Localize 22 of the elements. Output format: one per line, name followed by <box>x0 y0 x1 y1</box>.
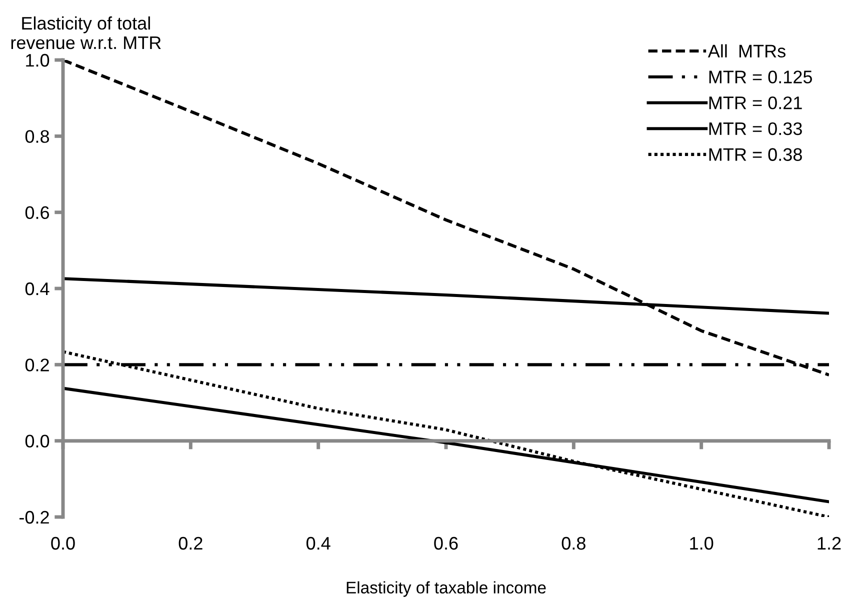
legend-label: All MTRs <box>708 44 786 58</box>
x-tick-label: 0.2 <box>178 536 202 550</box>
line-series <box>63 60 829 376</box>
y-tick-label: 0.2 <box>25 358 49 372</box>
x-axis-title: Elasticity of taxable income <box>346 581 546 597</box>
x-tick-label: 0.6 <box>434 536 458 550</box>
legend-label: MTR = 0.38 <box>709 148 802 161</box>
y-tick-label: 0.6 <box>25 206 50 220</box>
y-tick-label: -0.2 <box>20 510 49 524</box>
y-axis-title: Elasticity of total revenue w.r.t. MTR <box>11 16 161 50</box>
y-tick-label: 0.8 <box>25 130 50 143</box>
legend-label: MTR = 0.21 <box>709 96 802 110</box>
x-tick-label: 1.0 <box>690 536 714 550</box>
x-tick-label: 0.8 <box>562 536 586 550</box>
y-tick-label: 1.0 <box>26 54 50 67</box>
y-tick-label: 0.4 <box>25 282 50 296</box>
y-tick-label: 0.0 <box>25 434 50 448</box>
x-tick-label: 0.4 <box>306 536 330 550</box>
legend-label: MTR = 0.33 <box>709 122 802 136</box>
x-tick-label: 0.0 <box>51 536 75 550</box>
x-tick-label: 1.2 <box>818 536 841 550</box>
legend-label: MTR = 0.125 <box>709 70 812 84</box>
